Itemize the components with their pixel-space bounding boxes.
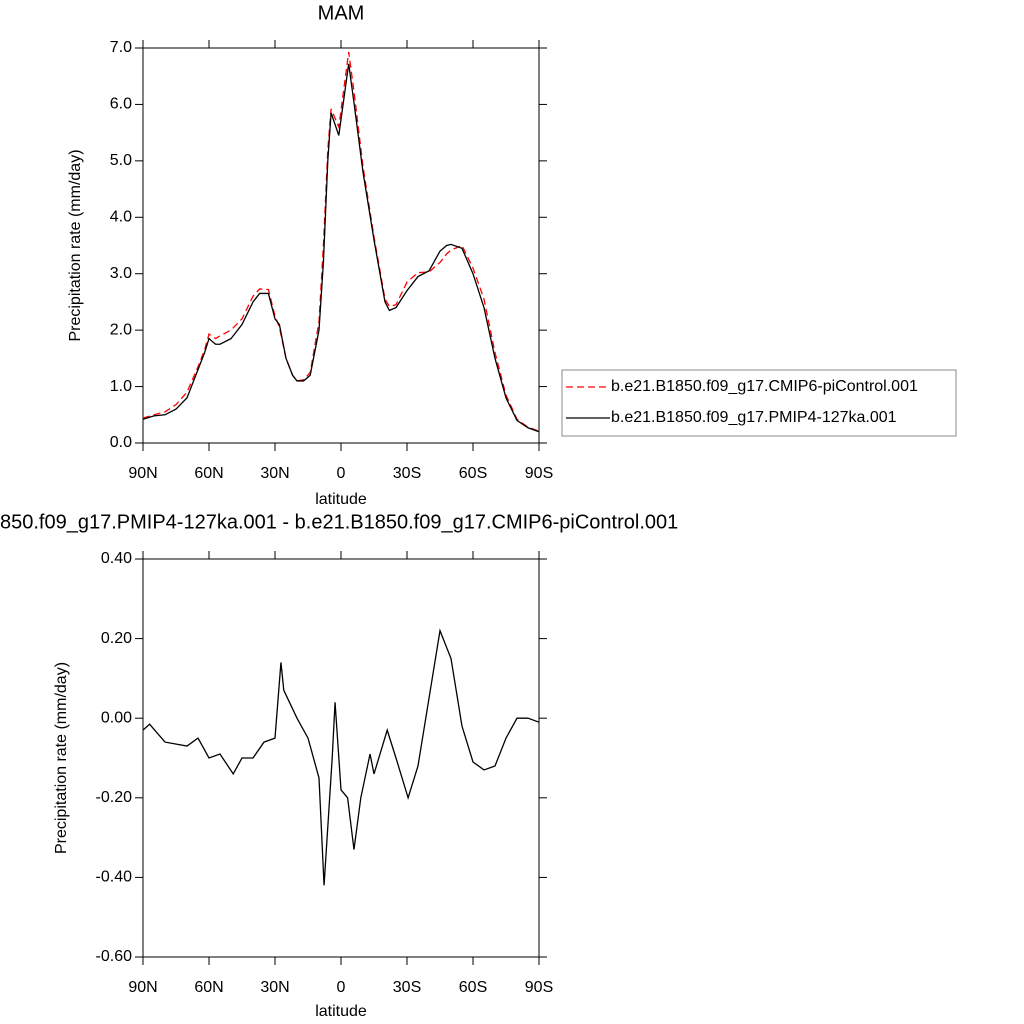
y-tick-label: 0.00: [101, 709, 132, 726]
x-tick-label: 0: [337, 465, 346, 482]
x-tick-label: 30N: [260, 979, 289, 996]
y-tick-label: 7.0: [110, 39, 132, 56]
y-tick-label: 4.0: [110, 209, 132, 226]
chart-title: 850.f09_g17.PMIP4-127ka.001 - b.e21.B185…: [0, 511, 678, 533]
x-axis-label: latitude: [315, 491, 367, 508]
legend-label: b.e21.B1850.f09_g17.PMIP4-127ka.001: [611, 409, 897, 426]
data-line: [142, 628, 540, 886]
y-tick-label: 0.20: [101, 630, 132, 647]
x-tick-label: 90S: [525, 979, 553, 996]
x-tick-label: 90N: [128, 465, 157, 482]
x-tick-label: 0: [337, 979, 346, 996]
y-tick-label: 5.0: [110, 152, 132, 169]
legend-label: b.e21.B1850.f09_g17.CMIP6-piControl.001: [611, 378, 918, 395]
x-tick-label: 30N: [260, 465, 289, 482]
legend-box: [561, 369, 957, 437]
chart-title: MAM: [318, 2, 365, 24]
data-line: [142, 63, 540, 433]
y-tick-label: -0.60: [96, 948, 133, 965]
x-axis-label: latitude: [315, 1003, 367, 1020]
x-tick-label: 60N: [194, 979, 223, 996]
y-tick-label: 0.40: [101, 550, 132, 567]
x-tick-label: 60N: [194, 465, 223, 482]
y-tick-label: -0.20: [96, 789, 133, 806]
x-tick-label: 60S: [459, 979, 487, 996]
x-tick-label: 30S: [393, 465, 421, 482]
y-tick-label: 1.0: [110, 378, 132, 395]
x-tick-label: 90S: [525, 465, 553, 482]
x-tick-label: 90N: [128, 979, 157, 996]
x-tick-label: 60S: [459, 465, 487, 482]
y-tick-label: 6.0: [110, 96, 132, 113]
y-tick-label: 3.0: [110, 265, 132, 282]
y-axis-label: Precipitation rate (mm/day): [67, 149, 84, 341]
y-tick-label: 0.0: [110, 434, 132, 451]
y-axis-label: Precipitation rate (mm/day): [53, 662, 70, 854]
y-tick-label: -0.40: [96, 869, 133, 886]
x-tick-label: 30S: [393, 979, 421, 996]
data-line: [142, 51, 540, 432]
plot-frame: [142, 558, 540, 958]
y-tick-label: 2.0: [110, 321, 132, 338]
